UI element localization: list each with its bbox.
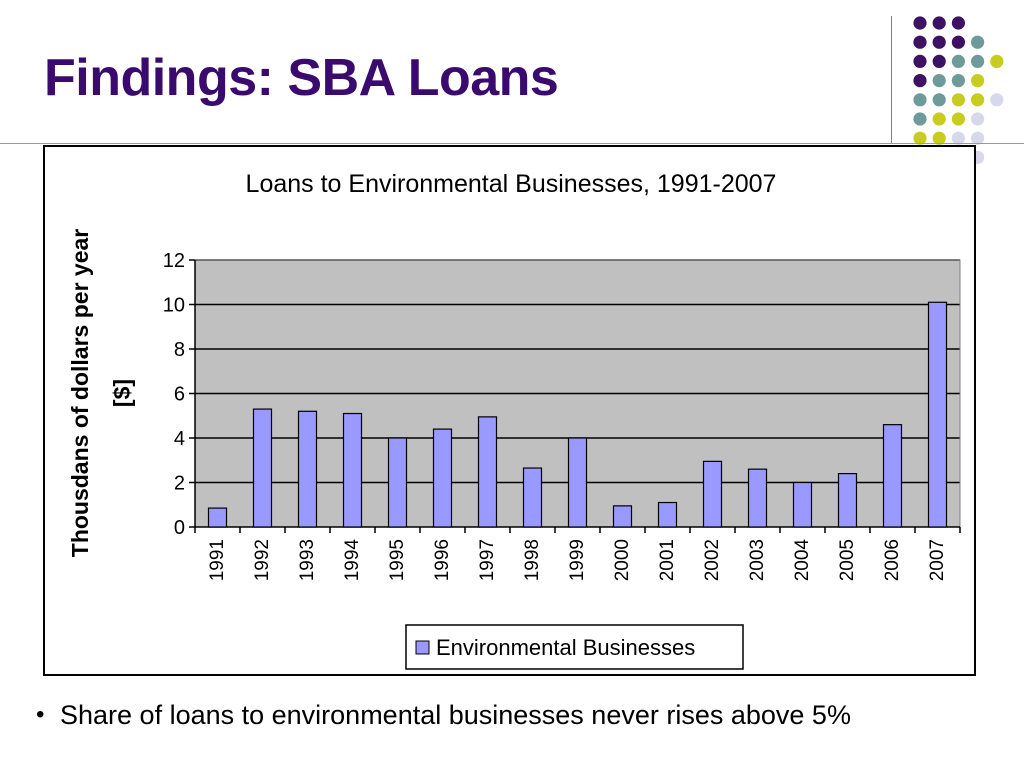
x-tick-label: 2007 bbox=[927, 539, 948, 581]
decorative-dot bbox=[913, 16, 927, 30]
y-tick-label: 4 bbox=[174, 428, 185, 450]
x-tick-label: 1999 bbox=[567, 539, 588, 581]
y-axis-label-unit: [$] bbox=[109, 379, 135, 407]
bar bbox=[387, 437, 408, 528]
decorative-dot bbox=[932, 35, 946, 49]
x-tick-label: 1995 bbox=[387, 539, 408, 581]
decorative-dot bbox=[913, 112, 927, 126]
decorative-dot bbox=[951, 93, 966, 107]
bar bbox=[252, 408, 273, 528]
bar bbox=[612, 505, 633, 528]
decorative-dot bbox=[971, 74, 985, 88]
bar bbox=[792, 481, 813, 528]
x-tick-label: 2002 bbox=[702, 539, 723, 581]
decorative-dot bbox=[990, 93, 1004, 107]
decorative-dot bbox=[951, 35, 966, 49]
legend-swatch bbox=[415, 640, 430, 655]
bar bbox=[477, 416, 498, 528]
x-tick-label: 1998 bbox=[522, 539, 543, 581]
bar bbox=[207, 507, 228, 528]
x-tick-label: 1992 bbox=[252, 539, 273, 581]
bar bbox=[882, 424, 903, 528]
decorative-vertical-line bbox=[891, 16, 892, 144]
y-axis-label: Thousdans of dollars per year bbox=[67, 229, 93, 558]
decorative-dot bbox=[913, 54, 927, 68]
chart-title: Loans to Environmental Businesses, 1991-… bbox=[246, 170, 777, 198]
decorative-dot bbox=[990, 54, 1004, 68]
y-tick-label: 0 bbox=[174, 517, 185, 539]
y-tick-label: 6 bbox=[174, 384, 185, 406]
bar-chart: Loans to Environmental Businesses, 1991-… bbox=[67, 170, 961, 670]
decorative-dot bbox=[932, 112, 946, 126]
decorative-dot bbox=[951, 16, 966, 30]
x-tick-label: 1996 bbox=[432, 539, 453, 581]
y-tick-label: 8 bbox=[174, 339, 185, 361]
bar bbox=[522, 467, 543, 528]
bar bbox=[432, 428, 453, 528]
decorative-dot bbox=[971, 35, 985, 49]
bar bbox=[297, 410, 318, 528]
decorative-dot bbox=[913, 93, 927, 107]
bullet-point: • Share of loans to environmental busines… bbox=[36, 700, 851, 731]
x-tick-label: 2005 bbox=[837, 539, 858, 581]
decorative-dot bbox=[971, 54, 985, 68]
x-tick-label: 2006 bbox=[882, 539, 903, 581]
decorative-dot bbox=[932, 74, 946, 88]
decorative-dot bbox=[932, 54, 946, 68]
slide-title: Findings: SBA Loans bbox=[44, 49, 559, 107]
decorative-dot bbox=[913, 35, 927, 49]
decorative-dot bbox=[951, 112, 966, 126]
bar bbox=[567, 437, 588, 528]
legend-label: Environmental Businesses bbox=[436, 635, 695, 660]
bar bbox=[342, 412, 363, 528]
x-tick-label: 2000 bbox=[612, 539, 633, 581]
bar bbox=[657, 501, 678, 528]
y-tick-label: 2 bbox=[174, 473, 185, 495]
decorative-horizontal-line bbox=[0, 143, 1024, 144]
x-tick-label: 2003 bbox=[747, 539, 768, 581]
decorative-dot bbox=[951, 74, 966, 88]
x-tick-label: 1994 bbox=[342, 539, 363, 582]
y-tick-label: 10 bbox=[163, 295, 185, 317]
decorative-dot bbox=[932, 16, 946, 30]
decorative-dot bbox=[951, 54, 966, 68]
bar bbox=[747, 468, 768, 528]
decorative-dot bbox=[913, 74, 927, 88]
decorative-dot bbox=[971, 93, 985, 107]
bar bbox=[837, 473, 858, 528]
bar bbox=[702, 460, 723, 528]
legend-box bbox=[405, 624, 744, 670]
decorative-dot bbox=[971, 112, 985, 126]
x-tick-label: 1991 bbox=[207, 539, 228, 581]
x-tick-label: 2004 bbox=[792, 539, 813, 582]
bullet-text: Share of loans to environmental business… bbox=[60, 700, 851, 730]
x-tick-label: 1997 bbox=[477, 539, 498, 581]
y-tick-label: 12 bbox=[163, 250, 185, 272]
chart-frame: Loans to Environmental Businesses, 1991-… bbox=[43, 145, 976, 676]
bar bbox=[927, 301, 948, 528]
bullet-marker: • bbox=[36, 701, 45, 728]
decorative-dot bbox=[932, 93, 946, 107]
x-tick-label: 1993 bbox=[297, 539, 318, 581]
x-tick-label: 2001 bbox=[657, 539, 678, 581]
